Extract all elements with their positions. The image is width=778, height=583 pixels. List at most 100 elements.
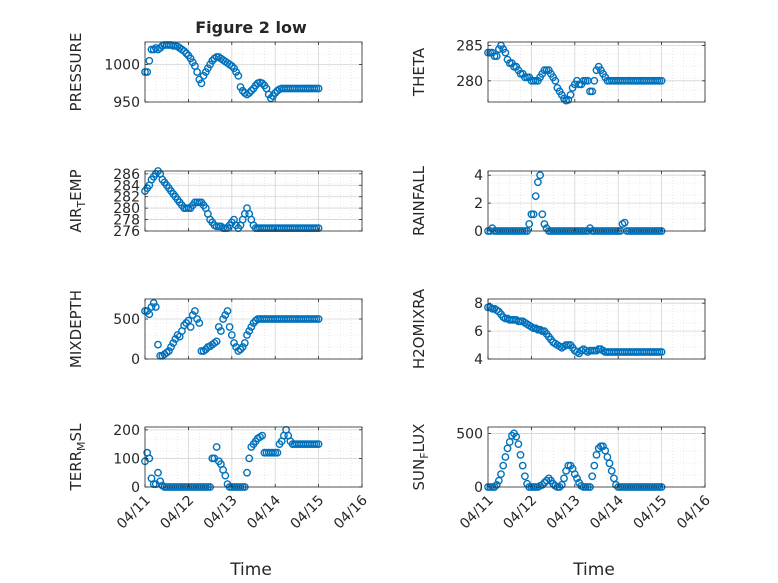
data-point <box>197 79 206 88</box>
y-tick-label: 500 <box>456 426 483 442</box>
data-point <box>620 218 629 227</box>
data-point <box>590 461 599 470</box>
data-point <box>534 178 542 187</box>
data-point <box>145 310 154 319</box>
data-point <box>590 76 599 85</box>
data-point <box>514 440 523 448</box>
data-point <box>492 480 501 489</box>
y-axis-label-sun_flux: SUNFLUX <box>410 424 431 491</box>
data-point <box>560 474 568 483</box>
y-axis-label-h2omixra: H2OMIXRA <box>410 288 428 369</box>
data-point <box>314 315 323 323</box>
data-point <box>507 431 516 440</box>
grid-rainfall <box>488 171 705 231</box>
data-point <box>230 339 238 347</box>
data-point <box>529 210 538 219</box>
data-point <box>551 76 560 85</box>
y-tick-label: 1000 <box>104 58 140 74</box>
grid-air_temp <box>145 171 362 231</box>
data-point <box>612 480 620 489</box>
data-point <box>243 331 251 339</box>
y-axis-label-mixdepth: MIXDEPTH <box>67 290 85 368</box>
data-point <box>570 470 579 478</box>
series-h2omixra <box>484 303 666 358</box>
data-point <box>542 476 551 485</box>
data-point <box>273 448 282 457</box>
data-point <box>657 76 666 85</box>
axes-box-mixdepth <box>144 298 363 360</box>
data-point <box>499 461 508 470</box>
axes-sun_flux: 0 500 04/11 04/12 04/13 04/14 04/15 04/16 SUNFLU… <box>410 424 714 533</box>
data-point <box>186 54 195 63</box>
data-point <box>199 71 208 80</box>
data-point <box>566 91 575 99</box>
data-point <box>212 337 221 346</box>
data-point <box>573 474 581 483</box>
x-tick-label: 04/16 <box>674 492 714 532</box>
data-point <box>605 459 614 468</box>
data-point <box>221 311 230 319</box>
y-tick-label: 4 <box>474 352 483 368</box>
data-point <box>497 470 505 478</box>
y-tick-label: 284 <box>113 178 140 194</box>
data-point <box>227 331 236 339</box>
data-point <box>594 444 603 453</box>
data-point <box>238 343 247 351</box>
x-tick-label: 04/14 <box>587 492 627 532</box>
data-point <box>314 440 323 448</box>
y-tick-label: 280 <box>113 201 140 217</box>
data-point <box>243 468 251 477</box>
data-point <box>536 171 544 180</box>
y-tick-label: 280 <box>456 74 483 90</box>
x-tick-label: 04/15 <box>288 493 328 533</box>
data-point <box>151 303 160 311</box>
data-point <box>182 49 191 58</box>
data-point <box>492 52 501 60</box>
axes-box-pressure <box>144 41 363 103</box>
data-point <box>247 323 256 331</box>
grid-pressure <box>145 42 362 102</box>
data-point <box>512 432 521 441</box>
grid-terr_msl <box>145 427 362 487</box>
grid-h2omixra <box>488 299 705 359</box>
data-point <box>167 343 175 351</box>
data-point <box>521 472 529 481</box>
data-point <box>266 94 275 103</box>
data-point <box>314 84 323 93</box>
data-point <box>588 87 597 96</box>
data-point <box>247 86 256 95</box>
axes-box-theta <box>487 41 706 103</box>
y-tick-label: 276 <box>113 224 140 240</box>
data-point <box>143 68 152 76</box>
y-axis-label-rainfall: RAINFALL <box>410 165 428 236</box>
data-point <box>188 311 197 319</box>
y-axis-label-pressure: PRESSURE <box>67 33 85 112</box>
axes-pressure: 950 1000 PRESSURE <box>67 33 363 112</box>
series-theta <box>484 41 666 105</box>
x-tick-label: 04/12 <box>157 493 197 533</box>
y-axis-label-theta: THETA <box>410 47 428 97</box>
figure-title: Figure 2 low <box>195 18 307 37</box>
data-point <box>599 442 607 451</box>
data-point <box>227 62 236 70</box>
data-point <box>544 474 553 483</box>
data-point <box>588 472 597 481</box>
y-tick-label: 0 <box>131 352 140 368</box>
y-tick-label: 285 <box>456 39 483 55</box>
y-tick-label: 0 <box>131 480 140 496</box>
y-tick-label: 6 <box>474 324 483 340</box>
data-point <box>216 327 225 335</box>
data-point <box>190 307 199 315</box>
data-point <box>494 476 503 485</box>
x-tick-label: 04/11 <box>114 493 154 533</box>
y-axis-label-terr_msl: TERRMSL <box>67 423 88 492</box>
data-point <box>164 347 173 355</box>
data-point <box>156 477 165 486</box>
x-tick-label: 04/11 <box>457 493 497 533</box>
data-point <box>147 303 156 311</box>
data-point <box>607 466 616 475</box>
y-tick-label: 2 <box>474 196 483 212</box>
y-axis-label-air_temp: AIRTEMP <box>67 169 88 232</box>
